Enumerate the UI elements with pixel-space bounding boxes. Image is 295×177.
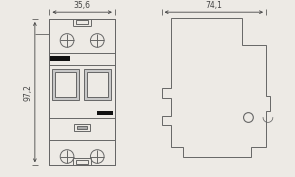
Text: 35,6: 35,6 (74, 1, 91, 10)
Bar (84, 69, 111, 100)
Bar (76, 160, 88, 164)
Text: 74,1: 74,1 (205, 1, 222, 10)
Bar (74, 124, 90, 131)
Bar (50, 19, 115, 165)
Bar (50, 56, 70, 61)
Bar (53, 69, 79, 100)
Bar (97, 111, 113, 115)
Polygon shape (162, 18, 270, 156)
Bar (77, 126, 87, 129)
Bar (76, 20, 88, 24)
Text: 97,2: 97,2 (24, 84, 33, 101)
Bar (55, 72, 76, 97)
Bar (87, 72, 108, 97)
